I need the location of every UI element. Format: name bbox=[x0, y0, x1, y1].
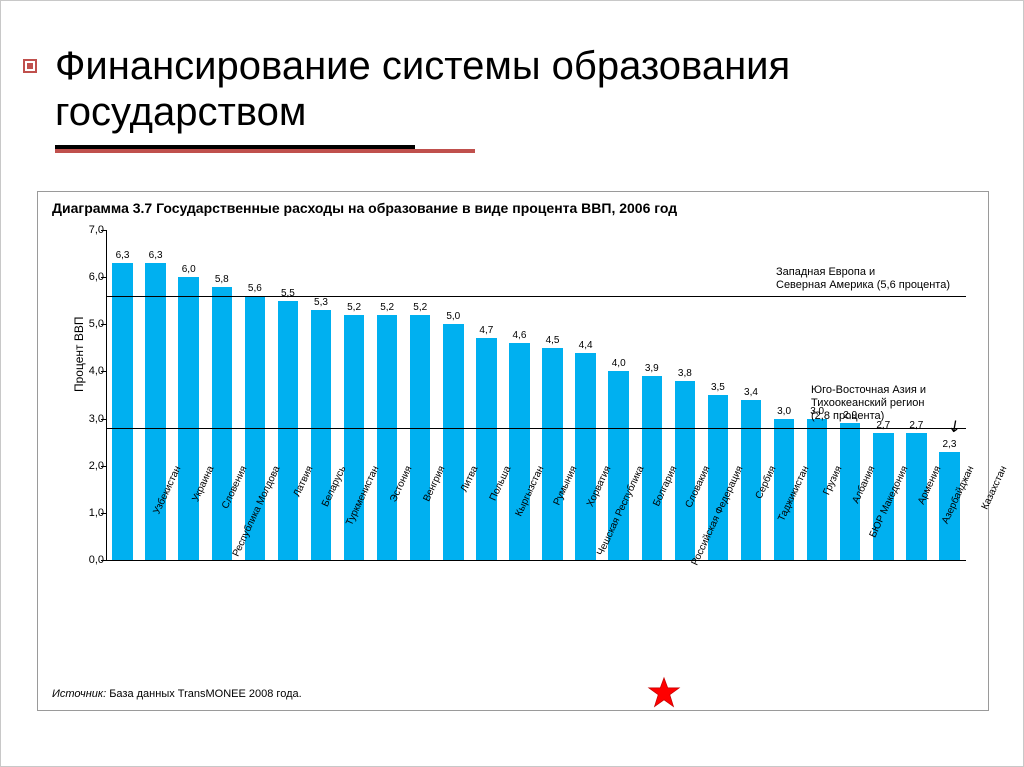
bar-value-label: 4,0 bbox=[604, 358, 634, 369]
bar-value-label: 4,6 bbox=[504, 330, 534, 341]
chart-container: Диаграмма 3.7 Государственные расходы на… bbox=[37, 191, 989, 711]
bar-value-label: 6,0 bbox=[174, 264, 204, 275]
bar-value-label: 3,0 bbox=[769, 406, 799, 417]
y-tick-mark bbox=[101, 419, 106, 420]
y-tick-label: 6,0 bbox=[74, 271, 104, 283]
bar-value-label: 5,8 bbox=[207, 274, 237, 285]
reference-line bbox=[106, 428, 966, 429]
source-text: База данных TransMONEE 2008 года. bbox=[106, 688, 302, 700]
highlight-star-icon bbox=[647, 676, 681, 710]
bar-value-label: 5,0 bbox=[438, 311, 468, 322]
y-tick-label: 4,0 bbox=[74, 365, 104, 377]
y-tick-label: 7,0 bbox=[74, 224, 104, 236]
bar-value-label: 3,8 bbox=[670, 368, 700, 379]
slide: Финансирование системы образования госуд… bbox=[0, 0, 1024, 767]
bar-value-label: 5,2 bbox=[372, 302, 402, 313]
bar-value-label: 4,4 bbox=[571, 340, 601, 351]
bar-value-label: 5,3 bbox=[306, 297, 336, 308]
y-tick-mark bbox=[101, 277, 106, 278]
y-tick-mark bbox=[101, 560, 106, 561]
bar-value-label: 5,2 bbox=[405, 302, 435, 313]
slide-title: Финансирование системы образования госуд… bbox=[55, 43, 969, 135]
y-tick-mark bbox=[101, 230, 106, 231]
bar-value-label: 3,4 bbox=[736, 387, 766, 398]
y-tick-mark bbox=[101, 324, 106, 325]
bar-value-label: 6,3 bbox=[141, 250, 171, 261]
y-tick-mark bbox=[101, 466, 106, 467]
bar-value-label: 4,5 bbox=[538, 335, 568, 346]
y-tick-label: 2,0 bbox=[74, 460, 104, 472]
source-prefix: Источник: bbox=[52, 688, 106, 700]
bar-value-label: 5,2 bbox=[339, 302, 369, 313]
bullet-square-icon bbox=[23, 59, 37, 73]
bar-value-label: 4,7 bbox=[471, 325, 501, 336]
reference-label: Юго-Восточная Азия иТихоокеанский регион… bbox=[811, 384, 926, 424]
underline-red bbox=[55, 149, 475, 153]
chart-title: Диаграмма 3.7 Государственные расходы на… bbox=[38, 192, 988, 218]
bar-value-label: 3,9 bbox=[637, 363, 667, 374]
bar-value-label: 6,3 bbox=[108, 250, 138, 261]
bar bbox=[112, 263, 133, 560]
bar-value-label: 2,3 bbox=[934, 439, 964, 450]
chart-source: Источник: База данных TransMONEE 2008 го… bbox=[52, 688, 302, 700]
reference-line bbox=[106, 296, 966, 297]
bar-value-label: 5,6 bbox=[240, 283, 270, 294]
y-tick-label: 0,0 bbox=[74, 554, 104, 566]
bar-value-label: 3,5 bbox=[703, 382, 733, 393]
y-tick-mark bbox=[101, 371, 106, 372]
y-tick-mark bbox=[101, 513, 106, 514]
y-tick-label: 1,0 bbox=[74, 507, 104, 519]
reference-label: Западная Европа иСеверная Америка (5,6 п… bbox=[776, 266, 950, 292]
y-tick-label: 5,0 bbox=[74, 318, 104, 330]
y-tick-label: 3,0 bbox=[74, 413, 104, 425]
bar-value-label: 5,5 bbox=[273, 288, 303, 299]
title-underline bbox=[55, 145, 969, 153]
